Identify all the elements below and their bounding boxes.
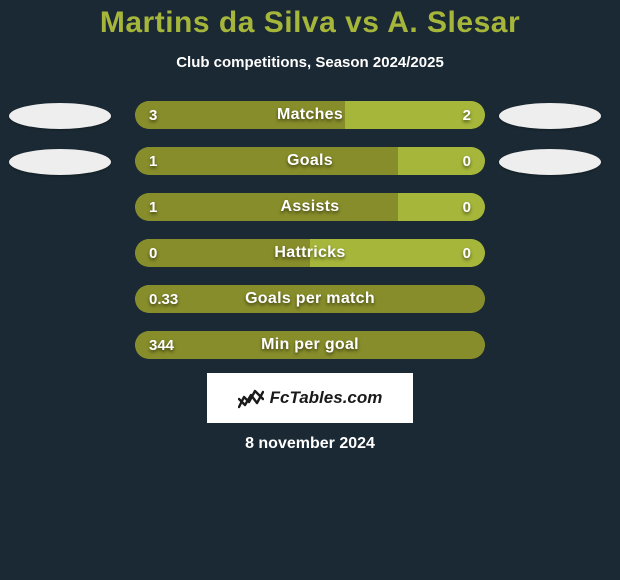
stats-area: 32Matches 10Goals 10Assists 00Hattricks 0.33… [0,101,620,359]
bar-label: Min per goal [135,331,485,359]
stat-bar-row: 32Matches [135,101,485,129]
logo-text: FcTables.com [270,388,383,408]
stat-bar-row: 344Min per goal [135,331,485,359]
infographic-date: 8 november 2024 [0,435,620,453]
stat-bar-row: 00Hattricks [135,239,485,267]
infographic-container: Martins da Silva vs A. Slesar Club compe… [0,0,620,580]
stat-bars: 32Matches 10Goals 10Assists 00Hattricks 0.33… [135,101,485,359]
flags-right-column [495,101,605,175]
bar-label: Goals [135,147,485,175]
bar-label: Matches [135,101,485,129]
flag-ellipse [9,103,111,129]
stat-bar-row: 10Goals [135,147,485,175]
stat-bar-row: 0.33Goals per match [135,285,485,313]
flags-left-column [5,101,115,175]
fctables-logo-icon [238,387,264,409]
logo-box: FcTables.com [207,373,413,423]
page-title: Martins da Silva vs A. Slesar [0,6,620,40]
bar-label: Hattricks [135,239,485,267]
flag-ellipse [9,149,111,175]
stat-bar-row: 10Assists [135,193,485,221]
subtitle: Club competitions, Season 2024/2025 [0,54,620,71]
flag-ellipse [499,103,601,129]
flag-ellipse [499,149,601,175]
bar-label: Assists [135,193,485,221]
bar-label: Goals per match [135,285,485,313]
